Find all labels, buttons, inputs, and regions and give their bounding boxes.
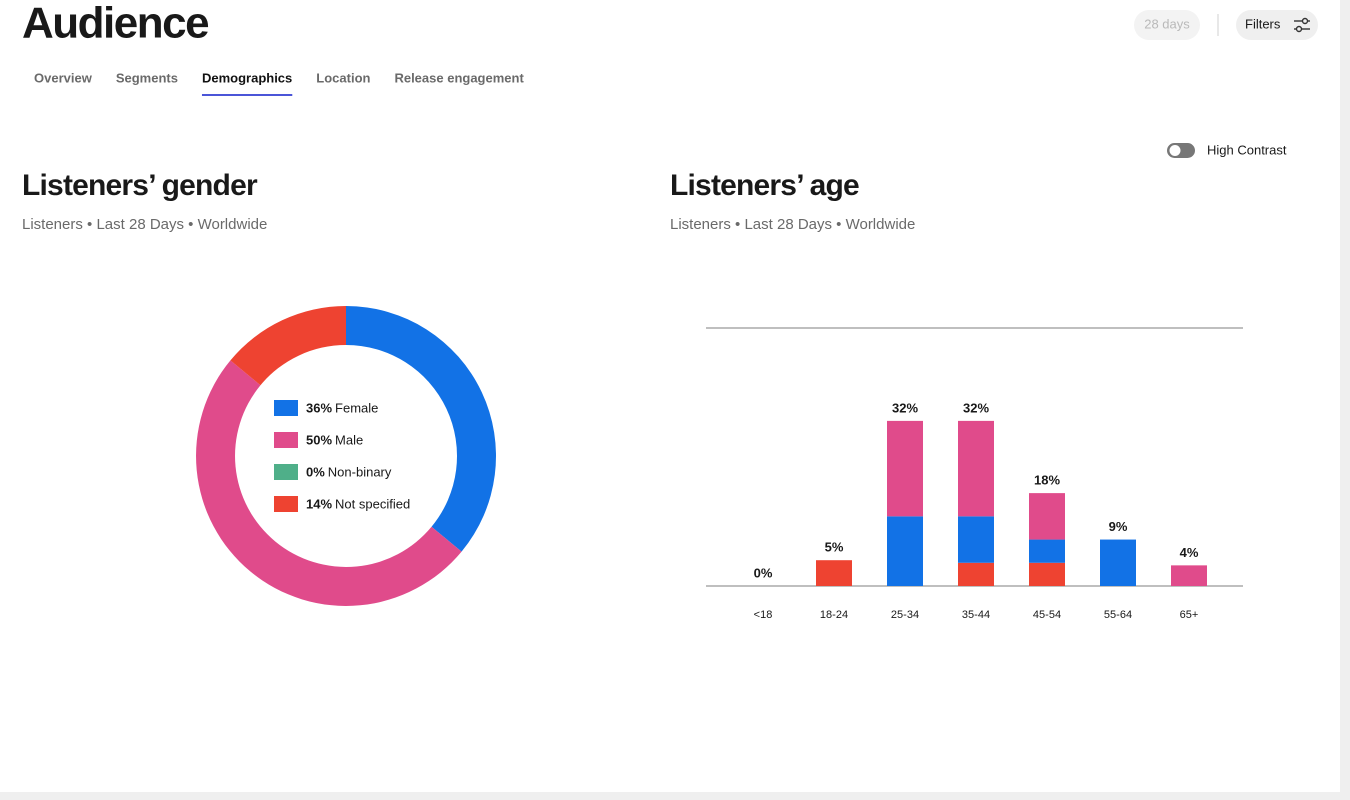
tab[interactable]: Release engagement (394, 70, 524, 85)
legend-value: 50% (306, 432, 332, 447)
filters-icon (1294, 17, 1310, 33)
legend-value: 0% (306, 464, 325, 479)
chart-subtitle: Listeners • Last 28 Days • Worldwide (22, 216, 267, 233)
bar-segment (887, 420, 923, 517)
donut-slice (230, 306, 346, 386)
date-range-pill[interactable] (1134, 10, 1200, 40)
x-tick-label: 45-54 (1033, 609, 1061, 621)
x-tick-label: 35-44 (962, 609, 990, 621)
donut-slice (196, 360, 462, 606)
chart-subtitle: Listeners • Last 28 Days • Worldwide (670, 216, 915, 233)
high-contrast-toggle[interactable] (1167, 143, 1195, 158)
bar-segment (1100, 539, 1136, 586)
toggle-knob (1169, 145, 1181, 156)
bar-total-label: 0% (754, 565, 773, 580)
bar-segment (1029, 539, 1065, 563)
bar-total-label: 4% (1180, 545, 1199, 560)
bar-total-label: 5% (825, 540, 844, 555)
bar-segment (816, 560, 852, 586)
bar-segment (1029, 562, 1065, 586)
chart-title: Listeners’ gender (22, 169, 258, 202)
legend-swatch (274, 400, 298, 416)
tab[interactable]: Overview (34, 70, 93, 85)
bar-segment (958, 562, 994, 586)
bar-segment (1029, 493, 1065, 540)
bar-total-label: 32% (963, 400, 989, 415)
tabs: Overview Segments Demographics Location Rele… (34, 70, 524, 96)
toggle-label: High Contrast (1207, 142, 1287, 157)
bar-segment (1171, 565, 1207, 586)
legend-label: Non-binary (328, 464, 392, 479)
bar-segment (958, 516, 994, 563)
legend-swatch (274, 496, 298, 512)
legend-value: 14% (306, 496, 332, 511)
bar-total-label: 18% (1034, 473, 1060, 488)
x-tick-label: <18 (754, 609, 773, 621)
page-title: Audience (22, 0, 208, 48)
x-tick-label: 18-24 (820, 609, 848, 621)
filters-button[interactable] (1236, 10, 1318, 40)
bar-total-label: 32% (892, 400, 918, 415)
tab[interactable]: Location (316, 70, 370, 85)
x-tick-label: 55-64 (1104, 609, 1132, 621)
filters-label[interactable]: Filters (1245, 16, 1281, 31)
chart-title: Listeners’ age (670, 169, 859, 202)
x-tick-label: 65+ (1180, 609, 1199, 621)
legend-swatch (274, 432, 298, 448)
donut-slice (346, 306, 496, 552)
tab[interactable]: Demographics (202, 70, 292, 85)
x-tick-label: 25-34 (891, 609, 919, 621)
bar-segment (887, 516, 923, 586)
bar-total-label: 9% (1109, 519, 1128, 534)
legend-swatch (274, 464, 298, 480)
tab-underline (201, 94, 293, 96)
legend-label: Female (335, 400, 378, 415)
bar-segment (958, 420, 994, 517)
tab[interactable]: Segments (116, 70, 178, 85)
legend-value: 36% (306, 400, 332, 415)
date-range[interactable]: 28 days (1144, 16, 1190, 31)
legend-label: Not specified (335, 496, 410, 511)
legend-label: Male (335, 432, 363, 447)
